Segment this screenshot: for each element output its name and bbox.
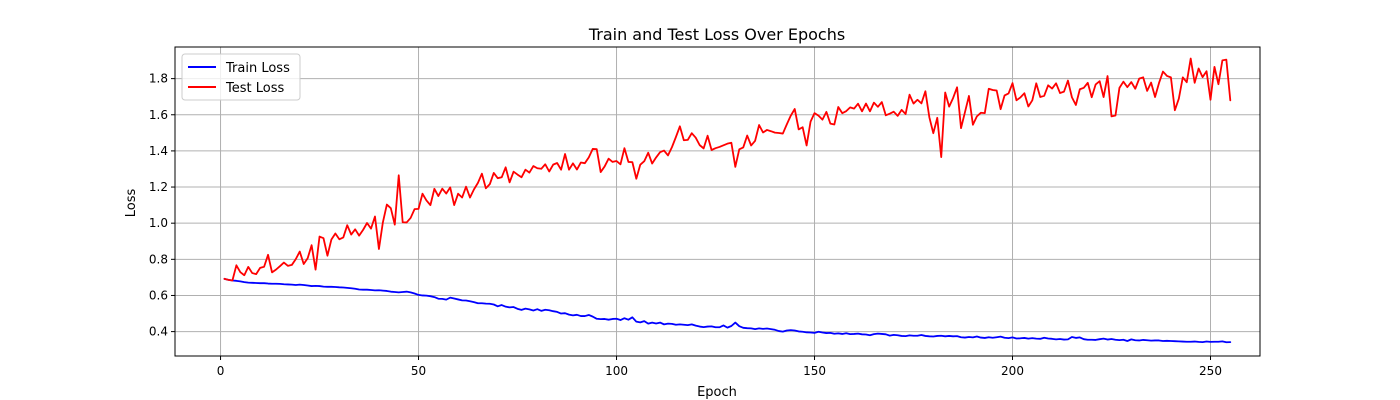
y-tick-label: 1.6 <box>149 108 168 122</box>
series-line-test-loss <box>223 57 1232 282</box>
x-axis-ticks: 0 50 100 150 200 250 <box>217 356 1222 378</box>
x-tick-label: 100 <box>605 364 628 378</box>
series-lines <box>223 57 1232 344</box>
x-tick-label: 150 <box>803 364 826 378</box>
y-tick-label: 1.2 <box>149 180 168 194</box>
y-tick-label: 1.8 <box>149 72 168 86</box>
y-tick-label: 1.4 <box>149 144 168 158</box>
legend: Train Loss Test Loss <box>181 53 301 101</box>
y-tick-label: 0.4 <box>149 325 168 339</box>
x-tick-label: 250 <box>1199 364 1222 378</box>
legend-label-train-loss: Train Loss <box>225 61 290 76</box>
x-tick-label: 0 <box>217 364 225 378</box>
plot-area-frame <box>174 46 1261 357</box>
series-line-train-loss <box>223 277 1232 344</box>
y-tick-label: 1.0 <box>149 216 168 230</box>
y-axis-title: Loss <box>124 189 139 218</box>
chart-title: Train and Test Loss Over Epochs <box>588 25 845 44</box>
x-axis-title: Epoch <box>697 385 737 400</box>
y-tick-label: 0.8 <box>149 252 168 266</box>
x-tick-label: 200 <box>1001 364 1024 378</box>
y-tick-label: 0.6 <box>149 288 168 302</box>
legend-label-test-loss: Test Loss <box>225 81 284 96</box>
y-axis-ticks: 0.4 0.6 0.8 1.0 1.2 1.4 1.6 1.8 <box>149 72 175 339</box>
legend-box <box>181 53 301 101</box>
x-tick-label: 50 <box>411 364 426 378</box>
gridlines <box>175 47 1260 356</box>
